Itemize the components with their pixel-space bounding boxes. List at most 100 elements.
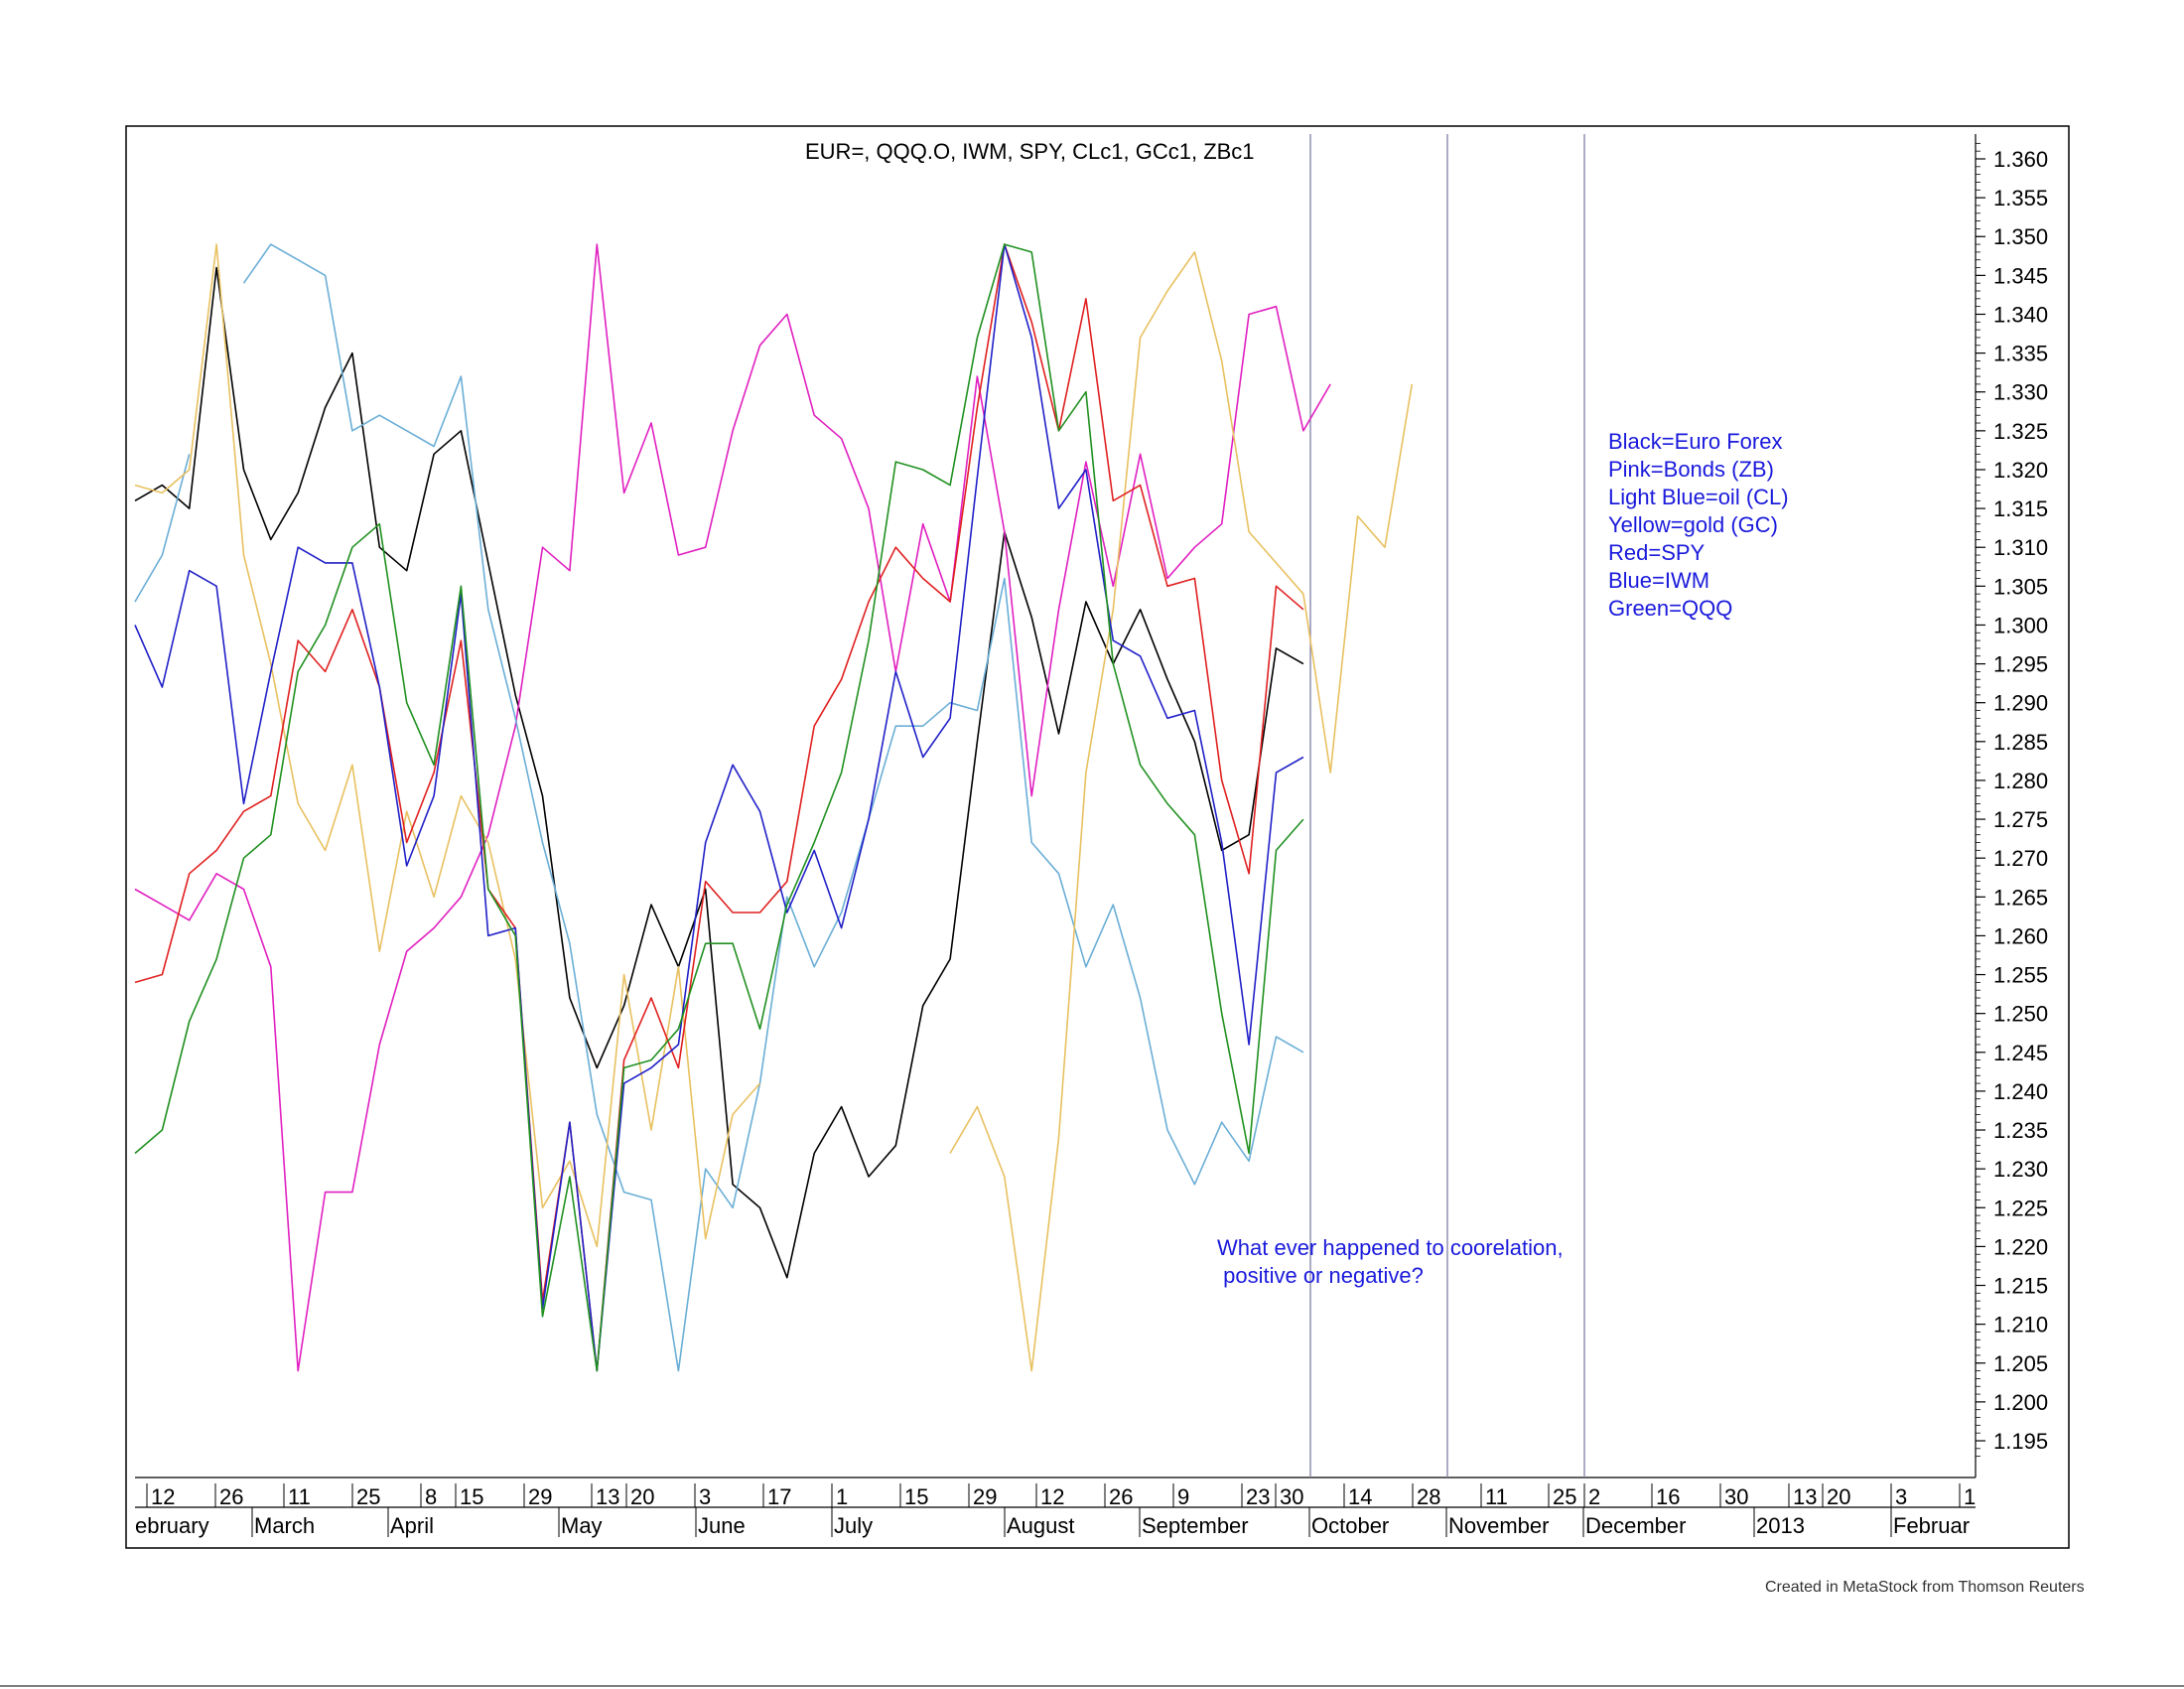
y-tick-label: 1.325	[1993, 419, 2048, 444]
day-label: 1	[836, 1484, 848, 1509]
y-tick-label: 1.230	[1993, 1157, 2048, 1182]
day-label: 23	[1246, 1484, 1270, 1509]
month-label: December	[1585, 1513, 1686, 1538]
day-label: 30	[1724, 1484, 1748, 1509]
y-tick-label: 1.240	[1993, 1079, 2048, 1104]
vertical-markers	[1309, 134, 1585, 1478]
y-tick-label: 1.330	[1993, 380, 2048, 405]
footer-credit: Created in MetaStock from Thomson Reuter…	[1765, 1579, 2085, 1596]
day-label: 28	[1417, 1484, 1440, 1509]
day-label: 26	[1109, 1484, 1133, 1509]
day-label: 26	[219, 1484, 243, 1509]
annotation-line-2: positive or negative?	[1217, 1263, 1424, 1288]
legend-entry: Blue=IWM	[1608, 568, 1709, 593]
y-tick-label: 1.315	[1993, 496, 2048, 521]
month-label: July	[834, 1513, 873, 1538]
legend-entry: Yellow=gold (GC)	[1608, 512, 1778, 537]
y-tick-label: 1.355	[1993, 186, 2048, 211]
day-label: 2	[1588, 1484, 1600, 1509]
y-tick-label: 1.320	[1993, 458, 2048, 483]
day-label: 12	[1040, 1484, 1064, 1509]
y-tick-label: 1.275	[1993, 807, 2048, 832]
y-tick-label: 1.270	[1993, 846, 2048, 871]
y-tick-label: 1.245	[1993, 1041, 2048, 1065]
month-label: May	[561, 1513, 603, 1538]
y-tick-label: 1.290	[1993, 691, 2048, 716]
legend-entry: Light Blue=oil (CL)	[1608, 485, 1789, 509]
legend-entry: Green=QQQ	[1608, 596, 1732, 621]
legend-entry: Black=Euro Forex	[1608, 429, 1782, 454]
day-label: 11	[1485, 1484, 1508, 1509]
y-axis: 1.360 1.355 1.350 1.345 1.340 1.335 1.330 1.325…	[1976, 142, 2048, 1458]
day-label: 30	[1280, 1484, 1303, 1509]
y-tick-label: 1.335	[1993, 342, 2048, 366]
y-tick-label: 1.255	[1993, 963, 2048, 988]
series-line-3	[949, 251, 1414, 1372]
y-tick-label: 1.235	[1993, 1118, 2048, 1143]
legend-entry: Pink=Bonds (ZB)	[1608, 457, 1774, 482]
day-label: 15	[460, 1484, 483, 1509]
series-layer	[134, 243, 1414, 1372]
y-tick-label: 1.200	[1993, 1390, 2048, 1415]
day-label: 25	[1553, 1484, 1576, 1509]
day-label: 25	[356, 1484, 380, 1509]
day-label: 9	[1177, 1484, 1189, 1509]
y-tick-label: 1.205	[1993, 1351, 2048, 1376]
day-label: 29	[528, 1484, 552, 1509]
y-tick-label: 1.215	[1993, 1274, 2048, 1299]
month-label: 2013	[1756, 1513, 1805, 1538]
annotation-line-1: What ever happened to coorelation,	[1217, 1235, 1564, 1260]
day-label: 13	[596, 1484, 619, 1509]
y-tick-label: 1.260	[1993, 923, 2048, 948]
y-tick-label: 1.280	[1993, 769, 2048, 793]
day-label: 14	[1348, 1484, 1372, 1509]
series-line-2	[134, 454, 191, 603]
y-tick-label: 1.195	[1993, 1429, 2048, 1454]
y-tick-label: 1.305	[1993, 574, 2048, 599]
series-line-0	[134, 266, 1304, 1279]
month-label: August	[1007, 1513, 1075, 1538]
series-line-3	[134, 243, 761, 1248]
y-tick-label: 1.210	[1993, 1313, 2048, 1337]
legend-entry: Red=SPY	[1608, 540, 1706, 565]
day-label: 29	[973, 1484, 997, 1509]
y-tick-label: 1.345	[1993, 263, 2048, 288]
y-tick-label: 1.220	[1993, 1234, 2048, 1259]
day-label: 3	[1895, 1484, 1907, 1509]
y-tick-label: 1.225	[1993, 1196, 2048, 1220]
day-label: 8	[425, 1484, 437, 1509]
month-label: April	[390, 1513, 434, 1538]
day-label: 20	[1827, 1484, 1850, 1509]
y-tick-label: 1.360	[1993, 147, 2048, 172]
month-label: March	[254, 1513, 315, 1538]
month-label: November	[1448, 1513, 1549, 1538]
y-tick-label: 1.340	[1993, 302, 2048, 327]
month-label: September	[1142, 1513, 1249, 1538]
series-line-6	[134, 243, 1304, 1372]
y-tick-label: 1.310	[1993, 535, 2048, 560]
chart-title: EUR=, QQQ.O, IWM, SPY, CLc1, GCc1, ZBc1	[805, 139, 1255, 164]
series-line-4	[134, 243, 1304, 1372]
day-label: 16	[1656, 1484, 1680, 1509]
day-label: 15	[904, 1484, 928, 1509]
y-tick-label: 1.295	[1993, 652, 2048, 677]
day-label: 3	[699, 1484, 711, 1509]
y-tick-label: 1.250	[1993, 1002, 2048, 1027]
month-label: June	[698, 1513, 746, 1538]
y-tick-label: 1.350	[1993, 224, 2048, 249]
x-axis: 12 26 11 25 8 15 29 13 20 3 17 1 15 29 12 26 9 23 30 14 28 11…	[135, 1483, 1976, 1538]
series-line-2	[242, 243, 1304, 1372]
day-label: 1	[1964, 1484, 1976, 1509]
y-tick-label: 1.300	[1993, 613, 2048, 637]
day-label: 17	[767, 1484, 791, 1509]
legend: Black=Euro Forex Pink=Bonds (ZB) Light Blu…	[1608, 429, 1789, 621]
day-label: 20	[630, 1484, 654, 1509]
series-line-5	[134, 243, 1304, 1372]
y-tick-label: 1.265	[1993, 885, 2048, 910]
series-line-1	[134, 243, 1331, 1372]
day-label: 12	[151, 1484, 175, 1509]
month-label: ebruary	[135, 1513, 209, 1538]
day-label: 13	[1793, 1484, 1817, 1509]
month-label: Februar	[1893, 1513, 1970, 1538]
